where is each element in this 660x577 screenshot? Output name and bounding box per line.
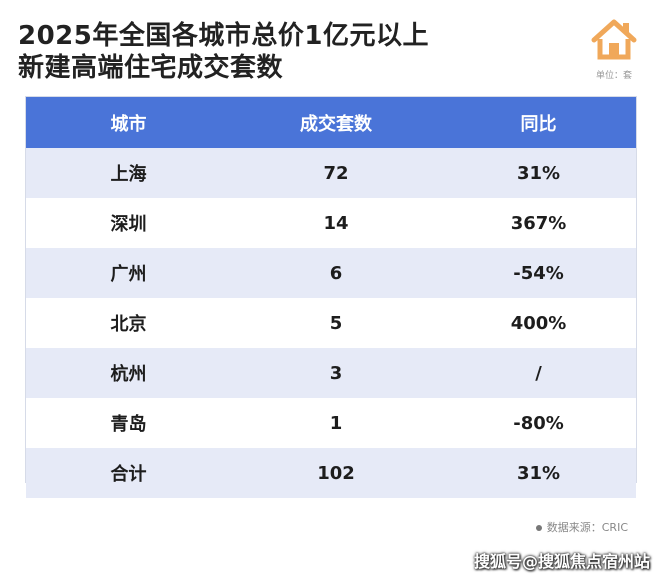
table-row: 广州 6 -54% bbox=[26, 248, 636, 298]
table-header-row: 城市 成交套数 同比 bbox=[26, 97, 636, 148]
watermark-text: 搜狐号@搜狐焦点宿州站 bbox=[473, 552, 650, 571]
title-line-2: 新建高端住宅成交套数 bbox=[18, 53, 284, 83]
cell-count: 6 bbox=[231, 248, 441, 298]
table-row: 青岛 1 -80% bbox=[26, 398, 636, 448]
table-row: 杭州 3 / bbox=[26, 348, 636, 398]
cell-count: 5 bbox=[231, 298, 441, 348]
data-source-text: 数据来源：CRIC bbox=[546, 521, 628, 534]
data-table: 城市 成交套数 同比 上海 72 31% 深圳 14 367% 广州 6 -54… bbox=[25, 96, 637, 498]
header-city: 城市 bbox=[26, 97, 231, 148]
cell-count: 102 bbox=[231, 448, 441, 498]
cell-city: 广州 bbox=[26, 248, 231, 298]
cell-count: 72 bbox=[231, 148, 441, 198]
cell-yoy: -80% bbox=[441, 398, 636, 448]
cell-city: 深圳 bbox=[26, 198, 231, 248]
title-line-1: 2025年全国各城市总价1亿元以上 bbox=[18, 21, 429, 51]
house-icon bbox=[584, 18, 644, 80]
cell-city: 合计 bbox=[26, 448, 231, 498]
cell-city: 上海 bbox=[26, 148, 231, 198]
cell-count: 14 bbox=[231, 198, 441, 248]
bullet-dot-icon bbox=[535, 525, 542, 531]
unit-label: 单位：套 bbox=[595, 71, 632, 81]
table-total-row: 合计 102 31% bbox=[26, 448, 636, 498]
cell-city: 杭州 bbox=[26, 348, 231, 398]
table-row: 深圳 14 367% bbox=[26, 198, 636, 248]
cell-yoy: 31% bbox=[441, 148, 636, 198]
cell-count: 1 bbox=[231, 398, 441, 448]
cell-yoy: 31% bbox=[441, 448, 636, 498]
cell-yoy: 367% bbox=[441, 198, 636, 248]
table-row: 上海 72 31% bbox=[26, 148, 636, 198]
header-yoy: 同比 bbox=[441, 97, 636, 148]
header-count: 成交套数 bbox=[231, 97, 441, 148]
cell-yoy: 400% bbox=[441, 298, 636, 348]
cell-city: 青岛 bbox=[26, 398, 231, 448]
cell-yoy: -54% bbox=[441, 248, 636, 298]
cell-count: 3 bbox=[231, 348, 441, 398]
table-row: 北京 5 400% bbox=[26, 298, 636, 348]
cell-yoy: / bbox=[441, 348, 636, 398]
page-title: 2025年全国各城市总价1亿元以上 新建高端住宅成交套数 bbox=[18, 20, 429, 84]
cell-city: 北京 bbox=[26, 298, 231, 348]
data-source-note: 数据来源：CRIC bbox=[535, 519, 628, 535]
